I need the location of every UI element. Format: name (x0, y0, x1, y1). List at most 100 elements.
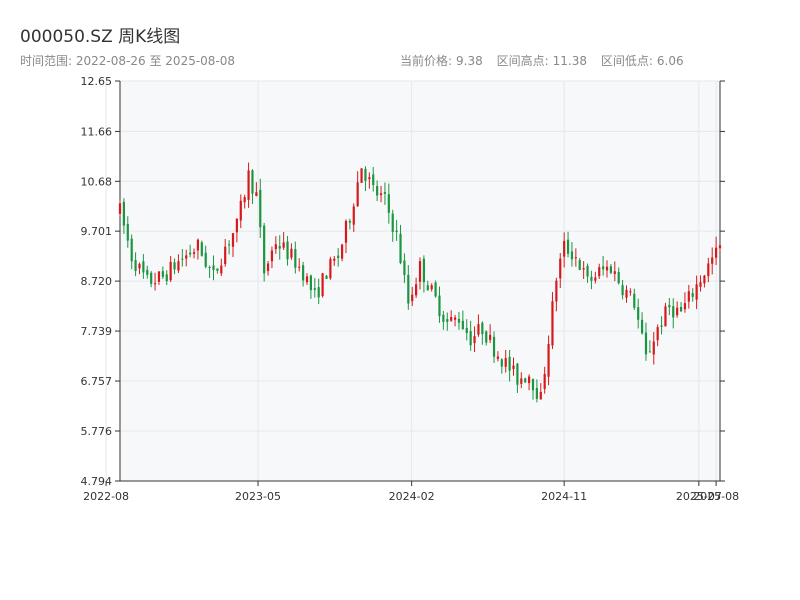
candle-body (177, 261, 180, 271)
candle-body (313, 288, 316, 290)
candle-body (629, 291, 632, 293)
candle-body (138, 263, 141, 269)
candle-body (637, 307, 640, 320)
candle-body (718, 245, 722, 249)
x-tick-label: 2025-08 (693, 490, 739, 503)
candle-body (379, 193, 383, 196)
candle-body (189, 252, 192, 255)
candle-body (485, 331, 488, 343)
candle-body (481, 322, 484, 335)
candle-body (508, 356, 511, 371)
price-label: 当前价格: (400, 54, 453, 68)
candle-body (286, 241, 289, 260)
candle-body (368, 177, 371, 180)
candle-body (516, 363, 519, 385)
candle-body (134, 260, 137, 271)
candle-body (247, 170, 250, 200)
x-tick-label: 2024-02 (389, 490, 435, 503)
candle-body (239, 200, 242, 221)
candle-body (442, 314, 445, 322)
candle-body (407, 274, 410, 304)
candle-body (224, 246, 227, 265)
candle-body (251, 170, 254, 194)
candle-body (453, 317, 457, 320)
y-tick-label: 11.66 (81, 125, 113, 138)
candle-body (613, 271, 616, 274)
candle-body (570, 251, 574, 260)
y-tick-label: 6.757 (81, 375, 113, 388)
candle-body (711, 257, 714, 264)
candle-body (699, 282, 702, 287)
candle-body (625, 289, 628, 298)
candle-body (644, 332, 648, 355)
candle-body (652, 341, 655, 355)
candle-body (446, 319, 449, 323)
candle-body (461, 320, 464, 330)
candle-body (333, 258, 336, 261)
candle-body (216, 268, 219, 271)
range-label: 时间范围: (20, 54, 73, 68)
candle-body (387, 194, 390, 213)
candle-body (430, 285, 433, 290)
candle-body (294, 249, 297, 268)
candle-body (473, 336, 476, 344)
candle-body (376, 186, 379, 196)
candle-body (543, 373, 546, 389)
candle-body (364, 168, 367, 181)
candle-body (555, 280, 558, 302)
candle-body (165, 274, 168, 282)
candle-body (524, 378, 527, 383)
candle-body (227, 244, 231, 246)
candle-body (527, 376, 531, 384)
candle-body (263, 225, 266, 274)
candle-body (695, 284, 698, 300)
candle-body (266, 263, 270, 272)
x-tick-label: 2022-08 (83, 490, 129, 503)
candle-body (282, 242, 285, 248)
candle-body (683, 303, 687, 310)
candle-body (317, 287, 320, 298)
candle-body (512, 365, 515, 370)
candle-body (200, 242, 203, 256)
candle-body (126, 223, 129, 241)
candle-body (707, 263, 710, 277)
low-label: 区间低点: (600, 54, 653, 68)
candle-body (270, 250, 274, 262)
x-tick-label: 2023-05 (235, 490, 281, 503)
candle-body (535, 387, 538, 399)
candle-body (204, 252, 207, 267)
high-label: 区间高点: (496, 54, 549, 68)
candle-body (337, 255, 340, 259)
candle-body (255, 192, 258, 196)
candle-body (605, 266, 609, 271)
range-separator: 至 (149, 54, 162, 68)
current-price: 9.38 (456, 54, 483, 68)
candle-body (590, 276, 593, 281)
candle-body (185, 255, 188, 259)
candle-body (465, 328, 468, 334)
candle-body (122, 201, 125, 226)
candle-body (146, 269, 149, 275)
candle-body (290, 248, 293, 258)
candle-body (411, 294, 414, 302)
candle-body (660, 325, 663, 327)
candle-body (142, 261, 145, 273)
candle-body (547, 343, 550, 377)
candle-body (563, 240, 566, 257)
candle-body (640, 319, 644, 334)
candle-body (672, 306, 675, 318)
candle-body (676, 307, 679, 316)
candle-body (457, 318, 461, 323)
y-tick-label: 8.720 (81, 275, 113, 288)
period-high: 11.38 (552, 54, 587, 68)
candle-body (598, 267, 601, 277)
candle-body (539, 391, 542, 400)
candle-body (477, 324, 480, 335)
x-tick-label: 2025-07 (676, 490, 722, 503)
candle-body (551, 301, 554, 346)
candle-body (231, 233, 235, 247)
candle-body (617, 271, 620, 284)
candle-body (196, 239, 200, 251)
candle-body (531, 378, 535, 391)
candle-body (395, 230, 398, 233)
